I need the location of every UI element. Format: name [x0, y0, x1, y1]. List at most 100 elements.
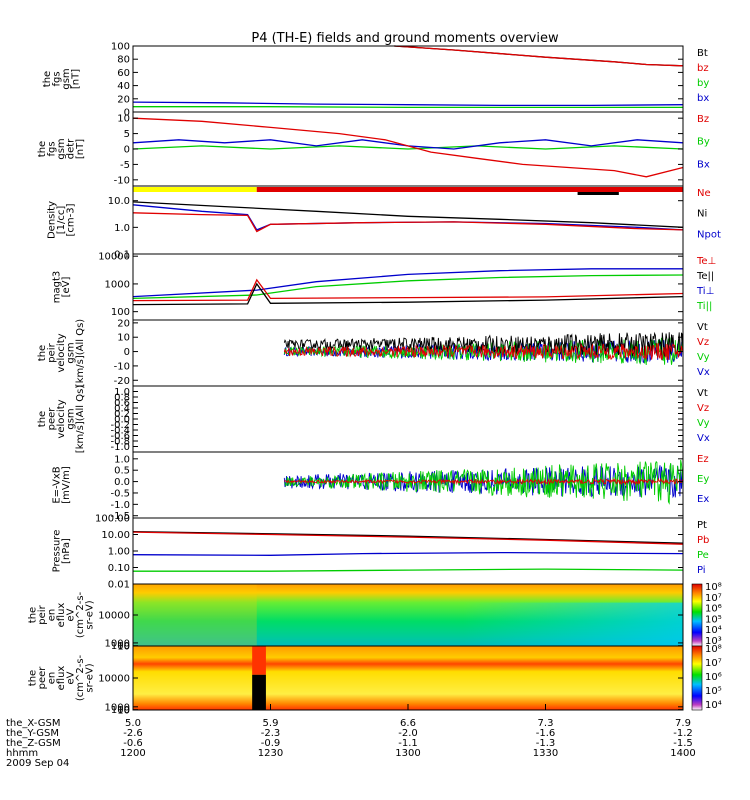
flag-bar-segment — [256, 187, 683, 192]
series-Bz — [132, 117, 684, 178]
legend-Vy: Vy — [697, 418, 710, 429]
time-row-value: 1330 — [533, 748, 558, 759]
y-axis-label-line: (cm^2-s- — [75, 654, 86, 701]
time-row-label: the_Y-GSM — [6, 728, 59, 739]
legend-Ni: Ni — [697, 209, 707, 220]
series-bx — [132, 101, 684, 107]
y-tick-label: 10 — [117, 114, 130, 125]
y-tick-label: 0.6 — [114, 398, 130, 409]
y-axis-label-line: eV — [66, 608, 77, 621]
y-axis-label-line: en — [47, 609, 58, 622]
time-row-value: 5.0 — [125, 718, 141, 729]
series-Te|| — [132, 282, 684, 306]
y-tick-label: 40 — [117, 81, 130, 92]
y-axis-label-line: (cm^2-s- — [75, 591, 86, 638]
colorbar-label: 10³ — [705, 636, 722, 647]
y-tick-label: 100 — [111, 42, 130, 53]
y-axis-label-line: gsm — [56, 138, 67, 159]
legend-Ez: Ez — [697, 454, 709, 465]
time-row-value: 1400 — [670, 748, 695, 759]
series-bz — [394, 45, 684, 67]
y-axis-label-line: velocity — [56, 333, 67, 372]
series-Ni — [132, 201, 684, 228]
y-tick-label: 0.10 — [108, 563, 130, 574]
time-row-value: 5.9 — [263, 718, 279, 729]
y-tick-label: 0.2 — [114, 409, 130, 420]
time-row-value: -1.2 — [673, 728, 693, 739]
legend-Vx: Vx — [697, 367, 710, 378]
y-axis-label-line: peer — [37, 666, 48, 690]
y-axis-label-line: [nT] — [75, 139, 86, 159]
time-row-value: 7.3 — [538, 718, 554, 729]
time-row-value: -2.6 — [123, 728, 143, 739]
y-tick-label: 1.0 — [114, 454, 130, 465]
panel-p8: 100.00 10.00 1.00 0.10 0.01 Pressure[nPa] Pt Pb… — [51, 514, 709, 591]
panel-p3: 10.0 1.0 0.1 Density[1/cc][cm-3] Ne Ni Npot — [47, 185, 721, 261]
time-row-value: -2.3 — [261, 728, 281, 739]
time-row-value: -1.6 — [536, 728, 556, 739]
y-axis-label-line: Pressure — [51, 530, 62, 573]
panel-p6: 1.00.80.60.40.20.0-0.2-0.4-0.6-0.8-1.0 th… — [37, 385, 710, 453]
y-tick-label: 20 — [117, 94, 130, 105]
spectrogram-fade — [133, 602, 683, 646]
time-row-value: 7.9 — [675, 718, 691, 729]
colorbar-label: 10⁸ — [705, 582, 722, 593]
y-tick-label: 1000 — [105, 279, 130, 290]
y-tick-label: 10.00 — [101, 530, 130, 541]
y-axis-label-line: [nPa] — [61, 538, 72, 564]
y-tick-label: -0.4 — [110, 426, 130, 437]
y-tick-label: 10 — [117, 641, 130, 652]
series-Pi — [132, 551, 684, 556]
y-axis-label: Pressure[nPa] — [51, 530, 72, 573]
y-axis-label-line: sr-eV) — [85, 663, 96, 692]
panel-p4: 10000 1000 100 magt3[eV] Te⊥ Te|| Ti⊥ Ti|| — [51, 252, 716, 321]
legend-Vx: Vx — [697, 433, 710, 444]
flag-bar-segment — [133, 187, 257, 192]
panel-frame — [132, 253, 684, 321]
y-axis-label-line: [nT] — [70, 69, 81, 89]
legend-Vz: Vz — [697, 403, 709, 414]
y-tick-label: -20 — [114, 376, 130, 387]
y-axis-label-line: peir — [47, 342, 58, 362]
y-tick-label: -0.6 — [110, 431, 130, 442]
panel-frame — [132, 385, 684, 453]
series-Bx — [132, 139, 684, 150]
y-axis-label-line: detr — [66, 138, 77, 159]
panel-frame — [132, 517, 684, 585]
spectrogram-gap — [252, 674, 266, 710]
legend-Te||: Te|| — [696, 271, 714, 282]
y-axis-label: E=-VxB[mV/m] — [51, 466, 72, 504]
legend-Pb: Pb — [697, 535, 709, 546]
y-tick-label: 10.0 — [108, 196, 130, 207]
y-tick-label: 1.0 — [114, 223, 130, 234]
y-tick-label: -10 — [114, 361, 130, 372]
time-row-label: the_X-GSM — [6, 718, 60, 729]
series-Ti|| — [132, 274, 684, 300]
y-tick-label: 0 — [124, 347, 130, 358]
time-row-value: -1.1 — [398, 738, 418, 749]
legend-Bt: Bt — [697, 48, 708, 59]
y-axis-label-line: the — [28, 670, 39, 686]
series-Ti⊥ — [132, 268, 683, 298]
y-axis-label-line: eflux — [56, 666, 67, 691]
y-tick-label: 80 — [117, 55, 130, 66]
legend-Vt: Vt — [697, 388, 708, 399]
colorbar-label: 10⁴ — [705, 625, 722, 636]
y-axis-label-line: gsm — [66, 342, 77, 363]
time-row-value: -1.3 — [536, 738, 556, 749]
date-label: 2009 Sep 04 — [6, 758, 69, 769]
series-Npot — [132, 204, 684, 231]
legend-Ti⊥: Ti⊥ — [696, 286, 714, 297]
series-Ez — [283, 477, 684, 486]
spectrogram-p10 — [133, 646, 683, 710]
y-tick-label: 0.01 — [108, 580, 130, 591]
y-tick-label: 10000 — [98, 611, 130, 622]
y-tick-label: -0.2 — [110, 420, 130, 431]
panel-p7: 1.00.50.0-0.5-1.0-1.5 E=-VxB[mV/m] Ez Ey Ex — [51, 451, 709, 522]
y-tick-label: 60 — [117, 68, 130, 79]
